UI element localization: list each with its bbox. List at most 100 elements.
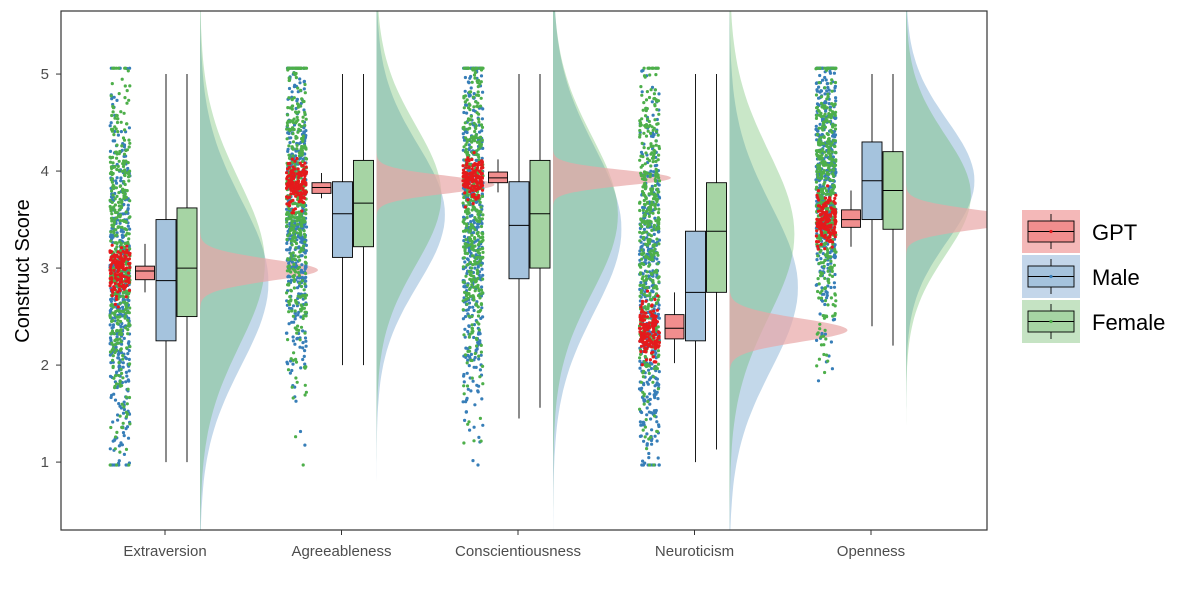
data-point <box>829 128 833 132</box>
data-point <box>113 116 117 120</box>
data-point <box>466 387 470 391</box>
data-point <box>291 267 295 271</box>
data-point <box>304 265 308 269</box>
data-point <box>126 378 130 382</box>
data-point <box>822 120 826 124</box>
data-point <box>290 184 294 188</box>
data-point <box>639 218 644 222</box>
data-point <box>639 327 643 331</box>
data-point <box>463 242 467 246</box>
data-point <box>113 203 117 207</box>
data-point <box>832 317 837 321</box>
data-point <box>647 321 651 325</box>
data-point <box>296 167 300 171</box>
data-point <box>821 218 825 222</box>
data-point <box>119 319 123 324</box>
data-point <box>473 139 477 143</box>
data-point <box>299 307 303 311</box>
data-point <box>291 140 296 144</box>
data-point <box>473 129 477 134</box>
data-point <box>646 117 650 121</box>
data-point <box>642 394 646 398</box>
data-point <box>113 374 118 378</box>
data-point <box>654 410 658 415</box>
data-point <box>466 156 470 160</box>
data-point <box>478 375 482 379</box>
data-point <box>653 316 657 320</box>
data-point <box>110 200 114 204</box>
data-point <box>824 176 828 180</box>
data-point <box>461 126 465 130</box>
data-point <box>126 352 130 356</box>
data-point <box>654 73 658 77</box>
points-extraversion-gpt <box>108 243 132 309</box>
data-point <box>652 244 656 248</box>
data-point <box>124 233 128 237</box>
data-point <box>463 247 467 251</box>
data-point <box>655 168 659 172</box>
data-point <box>476 314 481 318</box>
data-point <box>119 367 123 371</box>
data-point <box>638 294 642 298</box>
data-point <box>647 240 652 244</box>
data-point <box>833 113 837 117</box>
data-point <box>648 361 653 365</box>
data-point <box>287 261 291 265</box>
data-point <box>287 96 291 100</box>
data-point <box>463 205 467 209</box>
data-point <box>829 255 833 259</box>
data-point <box>653 104 657 108</box>
data-point <box>642 283 646 287</box>
data-point <box>123 192 127 196</box>
data-point <box>114 228 118 232</box>
data-point <box>474 124 478 128</box>
data-point <box>302 238 306 242</box>
data-point <box>112 332 116 336</box>
data-point <box>655 108 659 112</box>
data-point <box>111 323 116 327</box>
data-point <box>657 179 662 183</box>
data-point <box>120 371 124 375</box>
data-point <box>639 337 643 341</box>
data-point <box>293 254 297 258</box>
data-point <box>469 220 473 224</box>
data-point <box>111 104 115 109</box>
data-point <box>818 143 822 147</box>
data-point <box>110 212 114 216</box>
data-point <box>827 66 831 70</box>
data-point <box>285 291 289 295</box>
data-point <box>470 270 474 274</box>
data-point <box>110 243 114 247</box>
data-point <box>463 121 467 125</box>
data-point <box>127 268 132 272</box>
data-point <box>116 130 120 134</box>
data-point <box>644 242 648 246</box>
data-point <box>645 90 650 94</box>
data-point <box>638 208 642 213</box>
data-point <box>128 345 132 349</box>
data-point <box>826 248 830 253</box>
data-point <box>643 203 647 207</box>
data-point <box>108 463 112 467</box>
data-point <box>821 334 826 338</box>
data-point <box>468 122 472 126</box>
data-point <box>466 198 470 202</box>
data-point <box>296 218 300 222</box>
data-point <box>302 173 306 177</box>
data-point <box>473 71 477 75</box>
data-point <box>638 366 642 370</box>
data-point <box>833 218 837 222</box>
data-point <box>655 429 659 433</box>
data-point <box>466 117 471 121</box>
data-point <box>113 302 117 306</box>
data-point <box>114 435 118 439</box>
data-point <box>121 365 125 369</box>
data-point <box>649 187 653 191</box>
data-point <box>640 257 644 261</box>
data-point <box>119 130 123 134</box>
data-point <box>651 249 655 253</box>
data-point <box>819 274 823 278</box>
data-point <box>461 265 465 269</box>
data-point <box>121 235 125 239</box>
data-point <box>299 315 303 319</box>
